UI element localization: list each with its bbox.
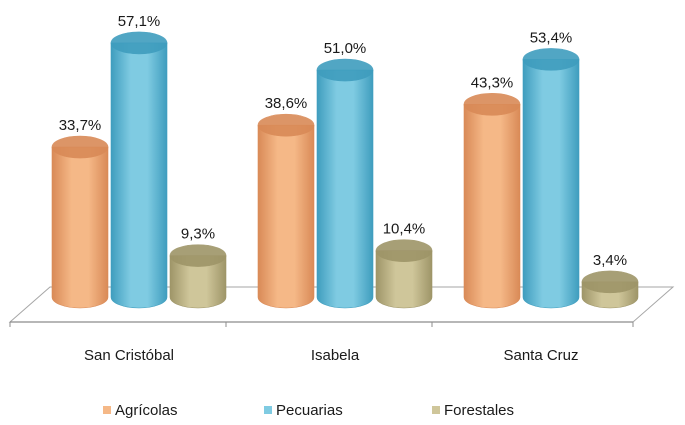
data-label-forestales-isabela: 10,4% <box>383 221 426 238</box>
legend-swatch <box>432 406 440 414</box>
bars-group <box>51 31 639 309</box>
bar-forestales-santa-cruz <box>581 270 639 309</box>
data-label-pecuarias-santa-cruz: 53,4% <box>530 29 573 46</box>
bar-agricolas-santa-cruz <box>463 93 521 309</box>
category-label-santa-cruz: Santa Cruz <box>503 347 578 364</box>
bar-agricolas-san-cristobal <box>51 135 109 309</box>
legend-swatch <box>103 406 111 414</box>
category-label-isabela: Isabela <box>311 347 360 364</box>
legend-label: Forestales <box>444 402 514 419</box>
bar-forestales-san-cristobal <box>169 244 227 309</box>
data-label-agricolas-santa-cruz: 43,3% <box>471 74 514 91</box>
legend-item-agricolas: Agrícolas <box>103 402 178 419</box>
data-label-agricolas-san-cristobal: 33,7% <box>59 117 102 134</box>
data-label-agricolas-isabela: 38,6% <box>265 95 308 112</box>
bar-pecuarias-san-cristobal <box>110 31 168 309</box>
data-label-forestales-santa-cruz: 3,4% <box>593 252 627 269</box>
legend-item-pecuarias: Pecuarias <box>264 402 343 419</box>
data-label-pecuarias-san-cristobal: 57,1% <box>118 13 161 30</box>
legend: Agrícolas Pecuarias Forestales <box>103 402 514 419</box>
category-label-san-cristobal: San Cristóbal <box>84 347 174 364</box>
bar-pecuarias-isabela <box>316 58 374 309</box>
bar-agricolas-isabela <box>257 113 315 309</box>
bar-forestales-isabela <box>375 239 433 309</box>
legend-item-forestales: Forestales <box>432 402 514 419</box>
category-labels-group: San Cristóbal Isabela Santa Cruz <box>84 347 579 364</box>
legend-label: Pecuarias <box>276 402 343 419</box>
data-label-pecuarias-isabela: 51,0% <box>324 40 367 57</box>
data-label-forestales-san-cristobal: 9,3% <box>181 226 215 243</box>
data-labels-group: 33,7% 57,1% 9,3% 38,6% 51,0% 10,4% 43,3% 53,4% 3… <box>59 13 627 269</box>
legend-swatch <box>264 406 272 414</box>
bar-pecuarias-santa-cruz <box>522 48 580 309</box>
legend-label: Agrícolas <box>115 402 178 419</box>
